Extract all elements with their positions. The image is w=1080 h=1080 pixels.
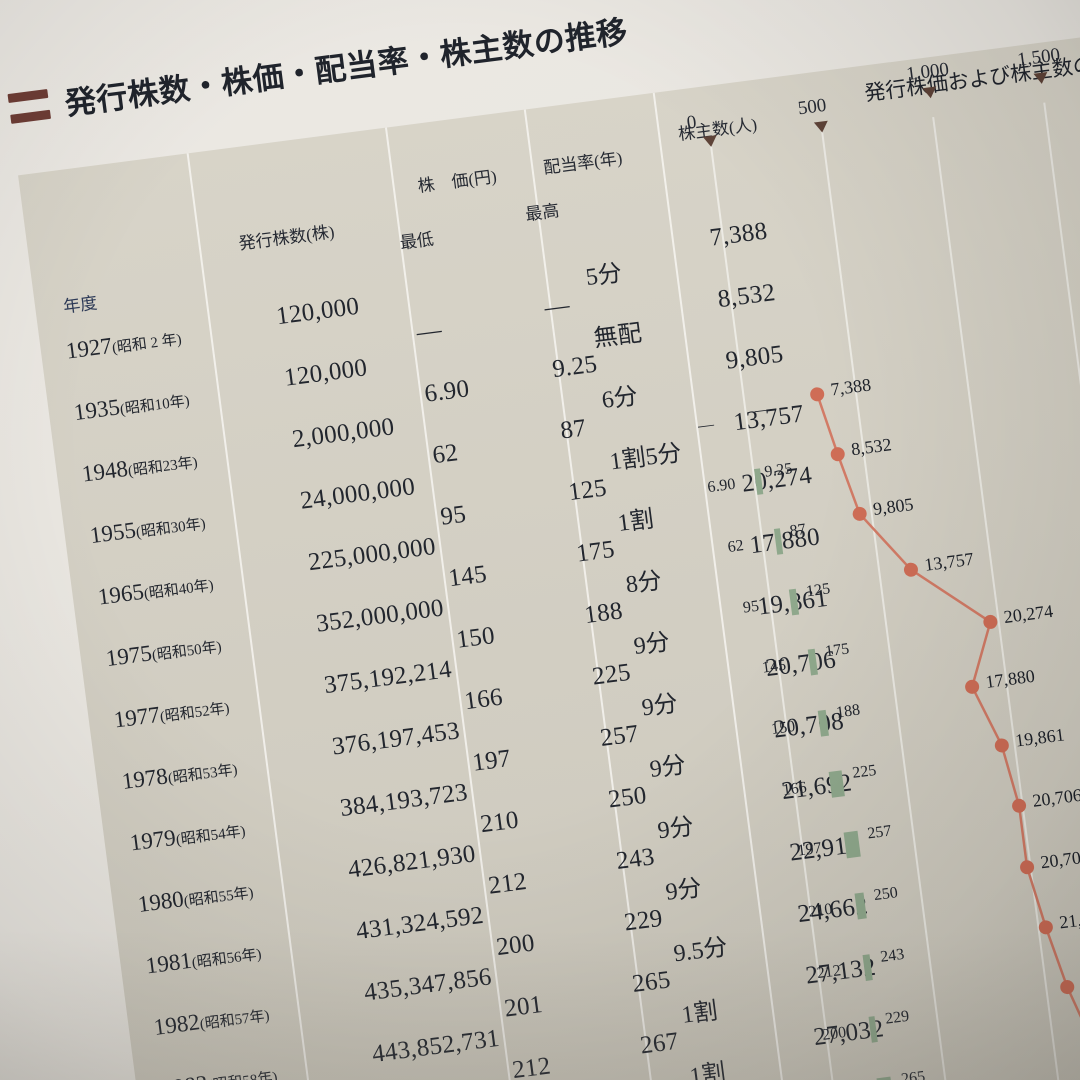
table-row-price-high: 243 bbox=[614, 843, 657, 875]
col-header-price-low: 最低 bbox=[398, 229, 435, 253]
table-row-price-high: — bbox=[542, 291, 572, 322]
table-row-price-high: 225 bbox=[590, 658, 633, 691]
table-row-dividend: 9分 bbox=[656, 813, 696, 845]
col-header-year: 年度 bbox=[62, 293, 99, 317]
table-row-price-low: 62 bbox=[430, 439, 460, 470]
table-row-dividend: 8分 bbox=[624, 568, 664, 599]
table-row-price-high: 257 bbox=[598, 720, 641, 753]
table-row-dividend: 9分 bbox=[664, 875, 704, 906]
table-row-price-high: 188 bbox=[582, 597, 625, 630]
table-row-price-low: 201 bbox=[502, 990, 545, 1023]
table-row-price-low: 95 bbox=[438, 500, 468, 531]
table-row-dividend: 9分 bbox=[632, 629, 672, 660]
table-row-price-high: 9.25 bbox=[550, 350, 599, 384]
table-row-price-low: 166 bbox=[462, 683, 505, 716]
table-row-price-low: 145 bbox=[446, 560, 489, 593]
table-row-price-high: 267 bbox=[638, 1027, 681, 1060]
table-row-price-low: 150 bbox=[454, 621, 497, 654]
table-row-price-high: 229 bbox=[622, 904, 665, 937]
table-row-dividend: 1割 bbox=[616, 506, 656, 537]
chart-line-series bbox=[810, 387, 1080, 1080]
table-row-price-high: 87 bbox=[558, 414, 588, 445]
table-row-dividend: 9.5分 bbox=[672, 934, 730, 968]
table-row-price-high: 125 bbox=[566, 474, 609, 507]
table-row-dividend: 1割 bbox=[680, 998, 720, 1029]
table-row-dividend: 9分 bbox=[648, 752, 688, 783]
table-row-price-low: 212 bbox=[486, 867, 529, 900]
table-row-price-low: 210 bbox=[478, 806, 521, 839]
table-row-price-low: 200 bbox=[494, 929, 537, 962]
table-row-dividend: 5分 bbox=[584, 260, 624, 292]
table-row-price-high: 175 bbox=[574, 535, 617, 568]
table-row-price-high: 265 bbox=[630, 966, 673, 998]
table-row-price-low: 6.90 bbox=[422, 375, 471, 408]
table-row-price-high: 250 bbox=[606, 781, 649, 814]
stripe-bars-icon bbox=[7, 88, 51, 124]
table-row-dividend: 6分 bbox=[600, 383, 640, 414]
col-header-price-high: 最高 bbox=[524, 201, 561, 225]
table-row-price-low: — bbox=[414, 316, 444, 347]
table-row-dividend: 無配 bbox=[592, 320, 644, 353]
table-row-price-low: 197 bbox=[470, 744, 513, 777]
table-row-price-low: 212 bbox=[510, 1052, 553, 1080]
table-row-dividend: 1割 bbox=[688, 1059, 728, 1080]
table-row-dividend: 9分 bbox=[640, 690, 680, 722]
